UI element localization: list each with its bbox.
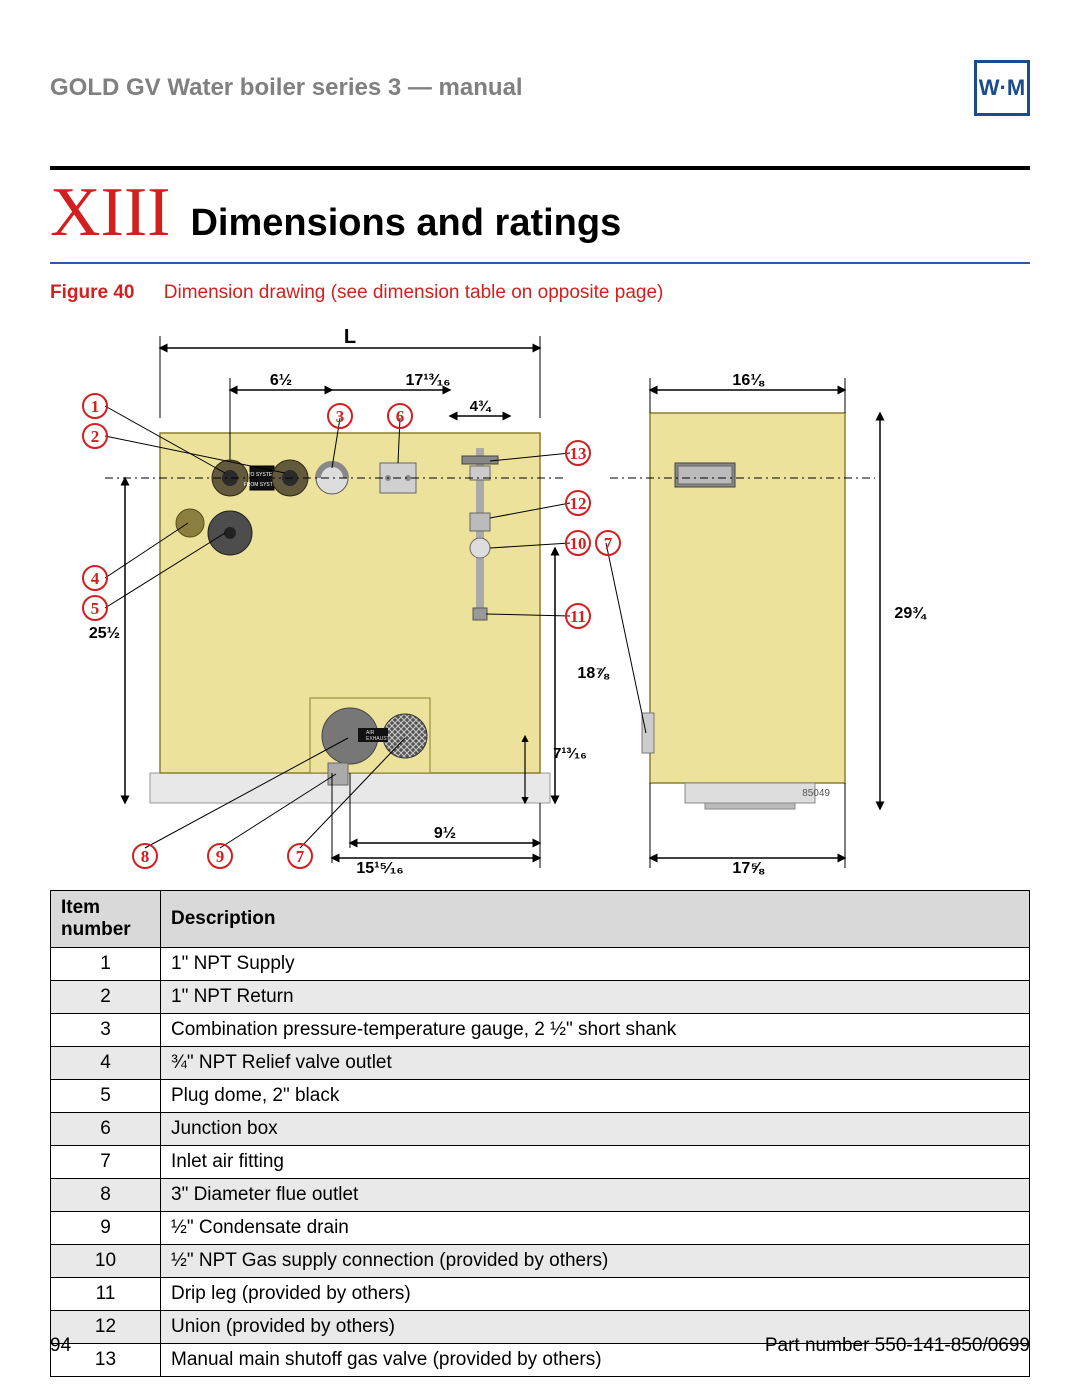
callout-5: 5 <box>83 596 107 620</box>
brand-logo: W·M <box>974 60 1030 116</box>
figure-caption: Figure 40 Dimension drawing (see dimensi… <box>50 282 1030 304</box>
callout-7b: 7 <box>288 844 312 868</box>
dim-4.75: 4¾ <box>470 398 492 415</box>
section-rule <box>50 166 1030 170</box>
figure-caption-text: Dimension drawing (see dimension table o… <box>164 282 664 303</box>
dim-7-13-16: 7¹³⁄₁₆ <box>553 745 587 762</box>
cell-item-number: 6 <box>51 1113 161 1146</box>
page-footer: 94 Part number 550-141-850/0699 <box>50 1335 1030 1357</box>
dim-18.875: 18⅞ <box>577 665 610 682</box>
callout-7a: 7 <box>596 531 620 555</box>
cell-item-number: 2 <box>51 981 161 1014</box>
part-number: Part number 550-141-850/0699 <box>765 1335 1030 1357</box>
table-row: 6Junction box <box>51 1113 1030 1146</box>
dim-17.625: 17⅝ <box>732 860 765 877</box>
dim-6.5: 6½ <box>270 372 292 389</box>
table-row: 7Inlet air fitting <box>51 1146 1030 1179</box>
table-row: 3Combination pressure-temperature gauge,… <box>51 1014 1030 1047</box>
svg-text:4: 4 <box>91 569 100 588</box>
dimension-diagram: L 6½ 17¹³⁄₁₆ 4¾ TO SYSTEM FROM SYSTEM <box>50 318 1030 878</box>
table-row: 83" Diameter flue outlet <box>51 1179 1030 1212</box>
manual-title: GOLD GV Water boiler series 3 — manual <box>50 74 523 102</box>
dim-16.125: 16⅛ <box>732 372 765 389</box>
cell-description: 1" NPT Return <box>161 981 1030 1014</box>
dim-9.5: 9½ <box>434 825 456 842</box>
dim-25.5: 25½ <box>89 625 120 642</box>
cell-description: Drip leg (provided by others) <box>161 1278 1030 1311</box>
svg-text:5: 5 <box>91 599 100 618</box>
cell-item-number: 9 <box>51 1212 161 1245</box>
table-row: 5Plug dome, 2" black <box>51 1080 1030 1113</box>
callout-11: 11 <box>566 604 590 628</box>
svg-text:1: 1 <box>91 397 100 416</box>
svg-text:EXHAUST: EXHAUST <box>366 736 390 742</box>
drawing-ref: 85049 <box>802 788 830 799</box>
svg-text:12: 12 <box>570 494 587 513</box>
callout-2: 2 <box>83 424 107 448</box>
cell-description: 3" Diameter flue outlet <box>161 1179 1030 1212</box>
table-row: 21" NPT Return <box>51 981 1030 1014</box>
cell-item-number: 4 <box>51 1047 161 1080</box>
th-item-number: Item number <box>51 891 161 948</box>
callout-6: 6 <box>388 404 412 428</box>
svg-text:7: 7 <box>296 847 305 866</box>
table-row: 11" NPT Supply <box>51 948 1030 981</box>
section-title: Dimensions and ratings <box>190 202 621 245</box>
cell-item-number: 10 <box>51 1245 161 1278</box>
svg-text:6: 6 <box>396 407 405 426</box>
callout-4: 4 <box>83 566 107 590</box>
cell-description: Junction box <box>161 1113 1030 1146</box>
svg-text:2: 2 <box>91 427 100 446</box>
section-rule-blue <box>50 262 1030 264</box>
svg-text:8: 8 <box>141 847 150 866</box>
table-row: 9½" Condensate drain <box>51 1212 1030 1245</box>
cell-item-number: 5 <box>51 1080 161 1113</box>
svg-text:11: 11 <box>570 607 586 626</box>
item-description-table: Item number Description 11" NPT Supply21… <box>50 890 1030 1377</box>
cell-description: 1" NPT Supply <box>161 948 1030 981</box>
callout-13: 13 <box>566 441 590 465</box>
svg-text:3: 3 <box>336 407 345 426</box>
page-header: GOLD GV Water boiler series 3 — manual W… <box>50 60 1030 116</box>
svg-text:10: 10 <box>570 534 587 553</box>
svg-text:7: 7 <box>604 534 613 553</box>
cell-description: Inlet air fitting <box>161 1146 1030 1179</box>
dim-L: L <box>344 326 356 348</box>
callout-10: 10 <box>566 531 590 555</box>
cell-item-number: 1 <box>51 948 161 981</box>
cell-description: Plug dome, 2" black <box>161 1080 1030 1113</box>
diagram-svg: L 6½ 17¹³⁄₁₆ 4¾ TO SYSTEM FROM SYSTEM <box>50 318 1030 878</box>
svg-text:13: 13 <box>570 444 587 463</box>
cell-item-number: 8 <box>51 1179 161 1212</box>
figure-label: Figure 40 <box>50 282 134 303</box>
section-heading: XIII Dimensions and ratings <box>50 178 1030 248</box>
cell-description: ½" Condensate drain <box>161 1212 1030 1245</box>
cell-description: ¾" NPT Relief valve outlet <box>161 1047 1030 1080</box>
table-row: 4¾" NPT Relief valve outlet <box>51 1047 1030 1080</box>
callout-1: 1 <box>83 394 107 418</box>
cell-description: Combination pressure-temperature gauge, … <box>161 1014 1030 1047</box>
dim-15-15-16: 15¹⁵⁄₁₆ <box>356 860 403 877</box>
svg-text:9: 9 <box>216 847 225 866</box>
cell-item-number: 3 <box>51 1014 161 1047</box>
table-row: 10½" NPT Gas supply connection (provided… <box>51 1245 1030 1278</box>
callout-8: 8 <box>133 844 157 868</box>
callout-12: 12 <box>566 491 590 515</box>
dim-17-13-16: 17¹³⁄₁₆ <box>405 372 450 389</box>
page-number: 94 <box>50 1335 71 1357</box>
cell-description: ½" NPT Gas supply connection (provided b… <box>161 1245 1030 1278</box>
th-description: Description <box>161 891 1030 948</box>
callout-9: 9 <box>208 844 232 868</box>
table-row: 11Drip leg (provided by others) <box>51 1278 1030 1311</box>
section-roman: XIII <box>50 178 170 248</box>
cell-item-number: 7 <box>51 1146 161 1179</box>
logo-text: W·M <box>979 75 1025 101</box>
cell-item-number: 11 <box>51 1278 161 1311</box>
callout-3: 3 <box>328 404 352 428</box>
dim-29.75: 29¾ <box>894 605 927 622</box>
